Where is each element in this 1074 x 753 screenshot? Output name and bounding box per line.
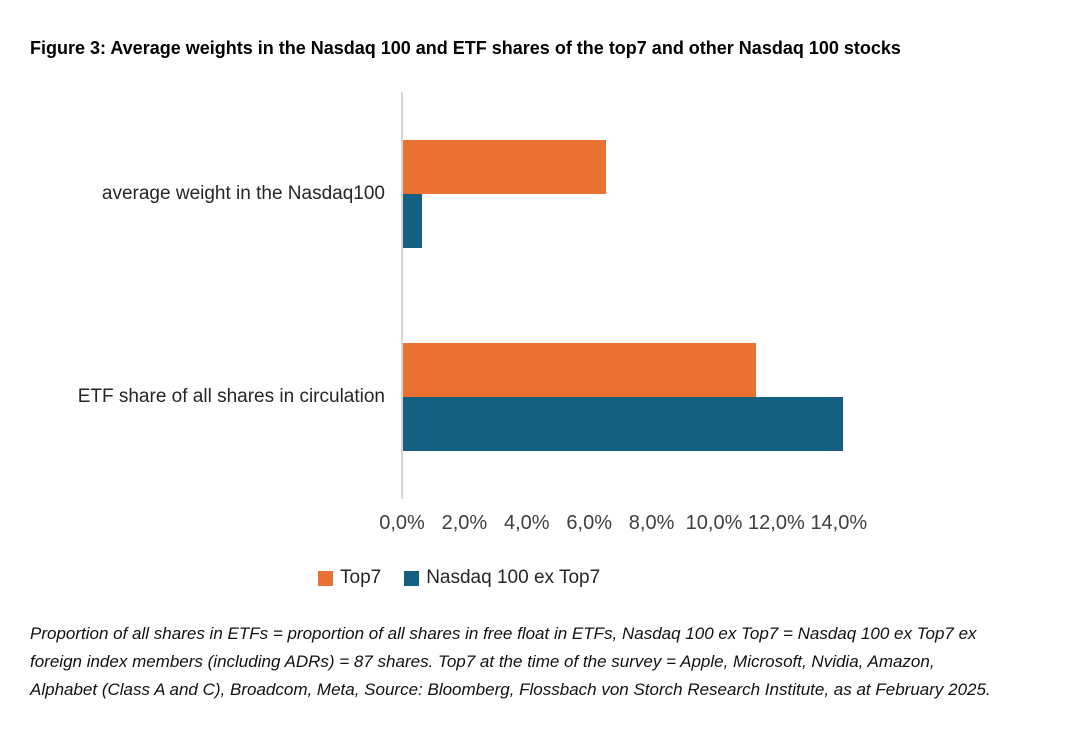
x-tick-label-6: 12,0% xyxy=(748,512,805,534)
bar-chart: average weight in the Nasdaq100 ETF share… xyxy=(77,92,868,534)
legend-item-nasdaq-100-ex-top7: Nasdaq 100 ex Top7 xyxy=(404,567,600,589)
legend-label-top7: Top7 xyxy=(340,567,382,588)
x-tick-label-7: 14,0% xyxy=(810,512,868,534)
x-tick-label-1: 2,0% xyxy=(441,512,488,534)
bar-top7-etf-share-of-all-shares-in-circulation xyxy=(403,343,756,398)
x-tick-label-3: 6,0% xyxy=(566,512,612,534)
x-tick-label-2: 4,0% xyxy=(504,512,550,534)
legend-swatch-top7 xyxy=(318,570,333,586)
legend-label-nasdaq-100-ex-top7: Nasdaq 100 ex Top7 xyxy=(426,567,601,588)
figure-title: Figure 3: Average weights in the Nasdaq … xyxy=(30,38,901,58)
y-axis-line xyxy=(401,92,403,499)
x-tick-label-4: 8,0% xyxy=(628,512,675,534)
x-tick-label-0: 0,0% xyxy=(379,512,425,534)
chart-legend: Top7 Nasdaq 100 ex Top7 xyxy=(318,567,600,589)
category-label-etf-share-of-all-shares-in-circulation: ETF share of all shares in circulation xyxy=(77,386,385,408)
figure-footnote: Proportion of all shares in ETFs = propo… xyxy=(30,624,991,699)
legend-item-top7: Top7 xyxy=(318,567,381,589)
bar-top7-average-weight-in-the-nasdaq100 xyxy=(403,139,606,194)
category-label-average-weight-in-the-nasdaq100: average weight in the Nasdaq100 xyxy=(101,182,385,204)
x-tick-label-5: 10,0% xyxy=(685,512,743,534)
bar-nasdaq-100-ex-top7-etf-share-of-all-shares-in-circulation xyxy=(403,397,843,452)
bar-nasdaq-100-ex-top7-average-weight-in-the-nasdaq100 xyxy=(403,193,422,248)
legend-swatch-nasdaq-100-ex-top7 xyxy=(404,570,420,586)
